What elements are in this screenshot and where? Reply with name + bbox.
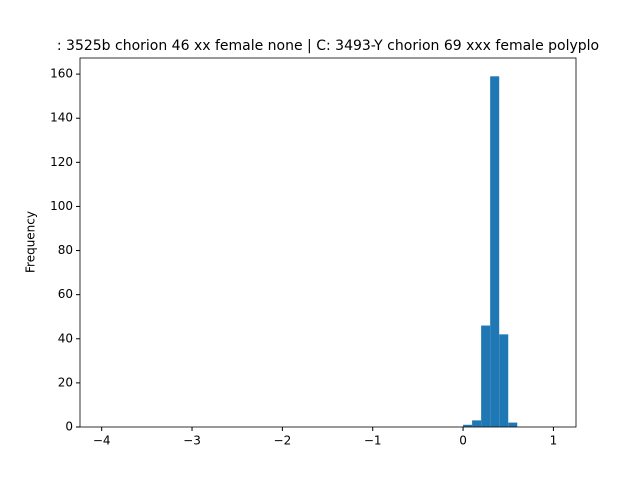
y-tick-label: 140 bbox=[50, 111, 73, 125]
y-tick-label: 40 bbox=[58, 331, 73, 345]
x-tick-label: −1 bbox=[364, 434, 382, 448]
y-axis-label: Frequency bbox=[24, 211, 38, 273]
bar bbox=[499, 334, 509, 427]
bar bbox=[472, 420, 482, 427]
y-tick-label: 60 bbox=[58, 287, 73, 301]
bar bbox=[481, 325, 491, 427]
y-tick-label: 0 bbox=[65, 420, 73, 434]
bar bbox=[463, 424, 473, 427]
x-tick-label: 0 bbox=[459, 434, 467, 448]
x-tick-label: −3 bbox=[183, 434, 201, 448]
x-tick-label: 1 bbox=[550, 434, 558, 448]
chart-title: : 3525b chorion 46 xx female none | C: 3… bbox=[57, 38, 599, 54]
y-tick-label: 120 bbox=[50, 155, 73, 169]
bar bbox=[508, 422, 518, 427]
y-tick-label: 100 bbox=[50, 199, 73, 213]
plot-frame bbox=[79, 57, 577, 428]
x-tick-label: −4 bbox=[93, 434, 111, 448]
y-tick-label: 80 bbox=[58, 243, 73, 257]
y-tick-label: 160 bbox=[50, 67, 73, 81]
x-tick-label: −2 bbox=[274, 434, 292, 448]
y-tick-label: 20 bbox=[58, 375, 73, 389]
bar bbox=[490, 76, 500, 427]
